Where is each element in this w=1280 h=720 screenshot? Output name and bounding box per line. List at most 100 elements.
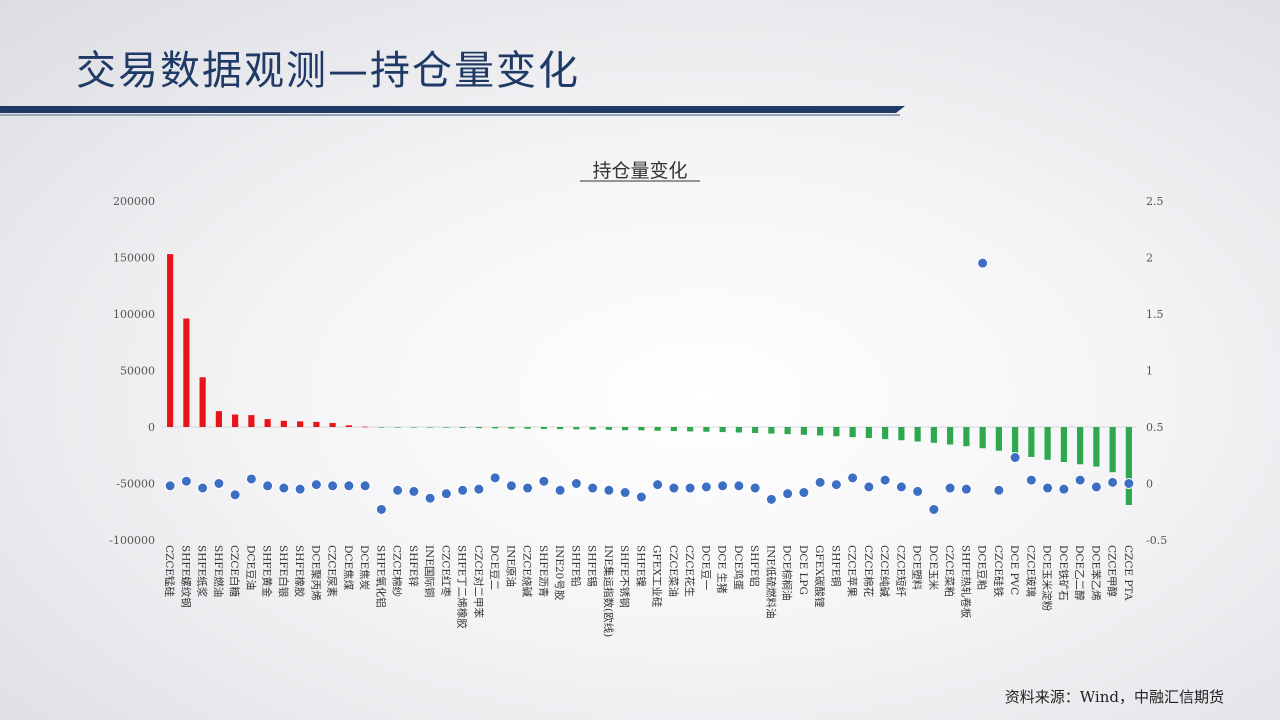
bar-decrease xyxy=(784,427,791,435)
right-tick-label: 1.5 xyxy=(1146,308,1164,321)
category-label: SHFE氧化铝 xyxy=(374,545,387,608)
scatter-point xyxy=(392,484,404,496)
bar-decrease xyxy=(443,427,450,428)
category-label: SHFE锡 xyxy=(586,545,599,587)
bar-series xyxy=(162,254,1137,505)
bar-decrease xyxy=(833,427,840,437)
scatter-point xyxy=(684,482,696,494)
scatter-point xyxy=(798,487,810,499)
scatter-point xyxy=(294,483,306,495)
category-label: SHFE镍 xyxy=(634,545,647,587)
bar-decrease xyxy=(898,427,905,441)
bar-increase xyxy=(199,377,206,427)
bar-decrease xyxy=(703,427,710,432)
scatter-point xyxy=(180,475,192,487)
scatter-point xyxy=(538,475,550,487)
scatter-point xyxy=(343,480,355,492)
scatter-point xyxy=(782,488,794,500)
source-note: 资料来源：Wind，中融汇信期货 xyxy=(1004,688,1224,706)
category-label: DCE铁矿石 xyxy=(1057,545,1070,601)
category-label: SHFE铅 xyxy=(569,545,582,587)
scatter-point xyxy=(879,474,891,486)
left-tick-label: 100000 xyxy=(113,308,155,321)
category-label: CZCE棉纱 xyxy=(391,545,404,598)
bar-decrease xyxy=(605,427,612,430)
scatter-point xyxy=(554,484,566,496)
scatter-point xyxy=(229,489,241,501)
category-label: DCE玉米淀粉 xyxy=(1041,545,1054,612)
scatter-point xyxy=(473,483,485,495)
bar-decrease xyxy=(1028,427,1035,457)
scatter-point xyxy=(635,491,647,503)
category-label: DCE LPG xyxy=(797,545,809,595)
bar-decrease xyxy=(1125,427,1132,505)
bar-increase xyxy=(215,411,222,427)
bar-decrease xyxy=(475,427,482,429)
category-label: DCE乙二醇 xyxy=(1073,545,1086,601)
category-label: INE20号胶 xyxy=(553,545,566,601)
bar-decrease xyxy=(817,427,824,436)
category-label: DCE豆油 xyxy=(244,545,257,590)
bar-decrease xyxy=(963,427,970,447)
left-tick-label: -100000 xyxy=(109,534,155,547)
category-label: CZCE玻璃 xyxy=(1024,545,1037,597)
category-label: DCE鸡蛋 xyxy=(732,545,745,591)
bar-increase xyxy=(362,426,369,428)
scatter-point xyxy=(912,485,924,497)
scatter-point xyxy=(619,487,631,499)
bar-decrease xyxy=(622,427,629,431)
scatter-point xyxy=(863,481,875,493)
bar-increase xyxy=(313,421,320,427)
right-tick-label: 1 xyxy=(1146,365,1153,378)
category-label: CZCE甲醇 xyxy=(1106,545,1119,598)
bar-increase xyxy=(232,414,239,427)
category-label: DCE 生猪 xyxy=(716,545,729,594)
bar-increase xyxy=(183,318,190,427)
bar-decrease xyxy=(752,427,759,433)
category-label: CZCE烧碱 xyxy=(521,545,534,598)
right-tick-label: -0.5 xyxy=(1146,534,1167,547)
category-label: DCE豆粕 xyxy=(976,545,989,590)
bar-increase xyxy=(280,420,287,427)
scatter-point xyxy=(570,478,582,489)
category-label: DCE豆一 xyxy=(699,545,711,591)
category-label: SHFE螺纹钢 xyxy=(179,545,192,608)
bar-increase xyxy=(345,425,352,427)
scatter-point xyxy=(944,482,956,494)
scatter-point xyxy=(847,472,859,484)
bar-decrease xyxy=(687,427,694,432)
category-label: DCE玉米 xyxy=(927,545,940,591)
bar-decrease xyxy=(508,427,515,429)
right-tick-label: 2.5 xyxy=(1146,195,1164,208)
bar-decrease xyxy=(670,427,677,432)
category-label: DCE塑料 xyxy=(911,545,924,591)
bar-decrease xyxy=(394,427,401,428)
bar-decrease xyxy=(654,427,661,431)
scatter-point xyxy=(1123,478,1135,489)
scatter-point xyxy=(505,480,517,492)
scatter-point xyxy=(830,479,842,491)
category-label: CZCE花生 xyxy=(683,545,696,597)
scatter-point xyxy=(1107,476,1119,488)
title-underline-thin xyxy=(0,114,900,116)
bar-decrease xyxy=(1077,427,1084,465)
bar-decrease xyxy=(849,427,856,438)
left-tick-label: -50000 xyxy=(116,478,155,491)
scatter-point xyxy=(993,484,1005,496)
bar-decrease xyxy=(540,427,547,429)
left-tick-label: 50000 xyxy=(120,365,155,378)
category-label: DCE PVC xyxy=(1008,545,1020,595)
bar-decrease xyxy=(524,427,531,429)
bar-decrease xyxy=(410,427,417,428)
right-axis: 2.5 2 1.5 1 0.5 0 -0.5 xyxy=(1146,195,1167,547)
bar-decrease xyxy=(1060,427,1067,463)
category-label: CZCE苹果 xyxy=(846,545,859,598)
bar-decrease xyxy=(882,427,889,440)
bar-decrease xyxy=(1012,427,1019,454)
bar-decrease xyxy=(865,427,872,439)
scatter-point xyxy=(359,480,371,492)
category-label: CZCE对二甲苯 xyxy=(472,545,485,619)
category-label: CZCE尿素 xyxy=(326,545,339,597)
bar-decrease xyxy=(378,427,385,428)
scatter-point xyxy=(668,482,680,494)
